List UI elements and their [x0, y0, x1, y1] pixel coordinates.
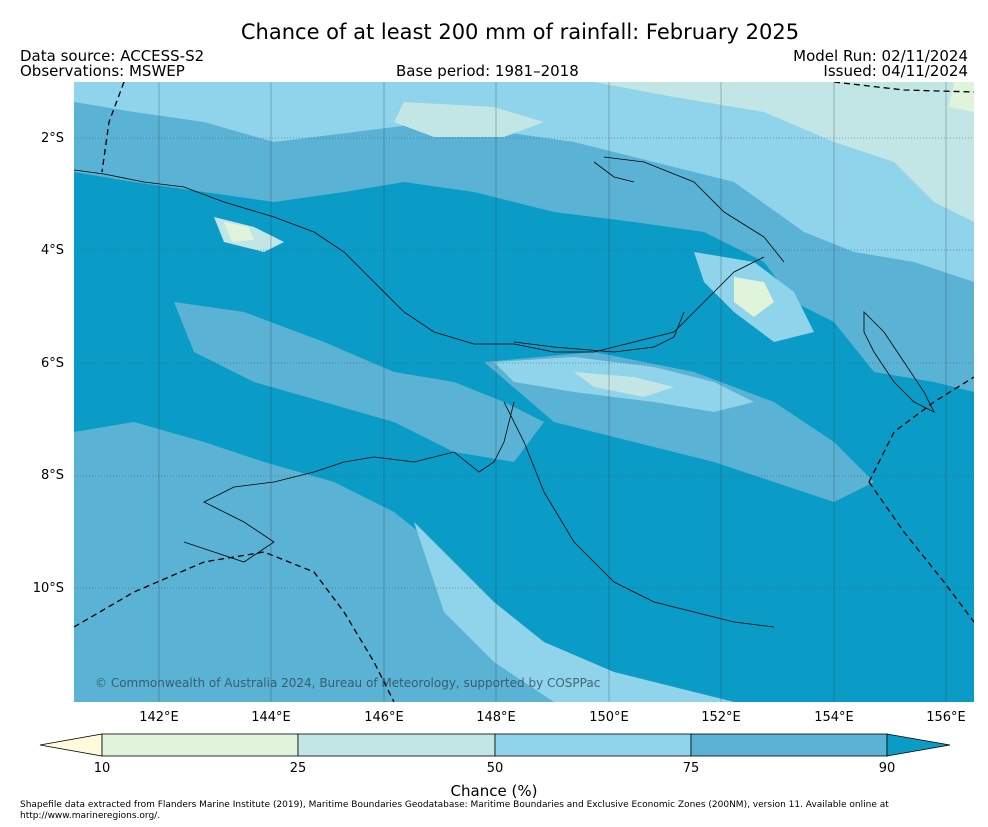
eez-boundary-southwest — [74, 551, 395, 702]
footer-attribution: Shapefile data extracted from Flanders M… — [20, 800, 889, 821]
region-25-50-north — [394, 102, 544, 137]
colorbar — [39, 733, 951, 757]
eez-boundary-southeast — [868, 376, 974, 623]
region-10-25-spot-2 — [224, 222, 254, 242]
region-10-25-spot-1 — [734, 277, 774, 317]
issued-label: Issued: 04/11/2024 — [823, 62, 968, 80]
copyright-notice: © Commonwealth of Australia 2024, Bureau… — [95, 676, 601, 690]
lon-label-148e: 148°E — [476, 710, 516, 725]
colorbar-lt10 — [39, 733, 103, 757]
region-75-90-west — [74, 422, 734, 702]
lat-label-8s: 8°S — [40, 468, 64, 483]
colorbar-tick-50: 50 — [486, 761, 504, 776]
region-25-50-northeast — [594, 82, 974, 222]
coastline-bougainville — [863, 311, 935, 413]
eez-boundary-northeast — [833, 82, 974, 93]
lat-label-10s: 10°S — [32, 581, 64, 596]
observations-label: Observations: MSWEP — [20, 62, 185, 80]
lat-label-4s: 4°S — [40, 243, 64, 258]
rainfall-map — [74, 82, 974, 702]
colorbar-gt90 — [886, 733, 951, 757]
colorbar-50-75 — [494, 733, 692, 757]
colorbar-tick-25: 25 — [289, 761, 307, 776]
lon-label-152e: 152°E — [701, 710, 741, 725]
colorbar-10-25 — [101, 733, 299, 757]
lat-label-6s: 6°S — [40, 356, 64, 371]
lon-label-142e: 142°E — [139, 710, 179, 725]
coastline-new-britain — [513, 156, 785, 353]
region-25-50-band — [574, 372, 674, 397]
lon-label-154e: 154°E — [814, 710, 854, 725]
base-period-label: Base period: 1981–2018 — [396, 62, 579, 80]
colorbar-75-90 — [690, 733, 888, 757]
lon-label-150e: 150°E — [589, 710, 629, 725]
colorbar-title: Chance (%) — [450, 782, 538, 800]
model-run-label: Model Run: 02/11/2024 — [793, 47, 968, 65]
lon-label-146e: 146°E — [364, 710, 404, 725]
coastline-new-guinea — [74, 169, 775, 628]
colorbar-tick-75: 75 — [682, 761, 700, 776]
region-75-90-central — [174, 302, 544, 462]
colorbar-tick-90: 90 — [878, 761, 896, 776]
region-10-25-spot-3 — [949, 82, 974, 112]
colorbar-25-50 — [297, 733, 496, 757]
lon-label-144e: 144°E — [251, 710, 291, 725]
region-50-75-north — [74, 82, 974, 282]
chart-title: Chance of at least 200 mm of rainfall: F… — [240, 20, 800, 44]
eez-boundary-west — [101, 82, 125, 173]
colorbar-tick-10: 10 — [93, 761, 111, 776]
lat-label-2s: 2°S — [40, 131, 64, 146]
latitude-gridlines — [74, 137, 974, 589]
region-50-75-south — [414, 522, 734, 702]
longitude-gridlines — [158, 82, 947, 702]
lon-label-156e: 156°E — [926, 710, 966, 725]
data-source-label: Data source: ACCESS-S2 — [20, 47, 205, 65]
